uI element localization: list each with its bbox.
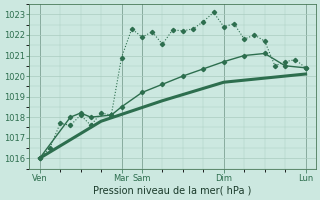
- X-axis label: Pression niveau de la mer( hPa ): Pression niveau de la mer( hPa ): [93, 186, 252, 196]
